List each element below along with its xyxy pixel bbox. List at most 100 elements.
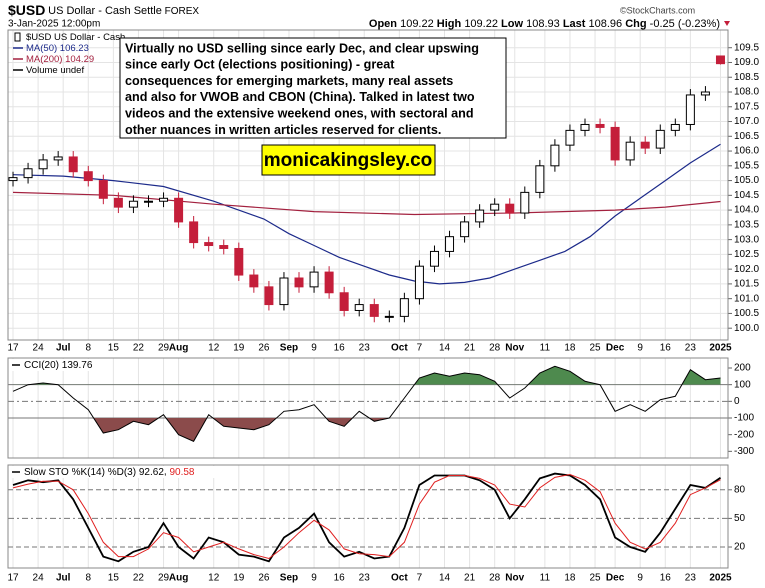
- x-tick-label: Sep: [280, 573, 298, 584]
- x-tick-label: 17: [7, 343, 19, 354]
- open-label: Open: [369, 18, 397, 30]
- x-tick-label: 15: [108, 343, 120, 354]
- indicator-line: [12, 473, 721, 560]
- cci-fill: [28, 366, 721, 385]
- cci-fill: [13, 418, 721, 442]
- x-tick-label: Jul: [56, 573, 71, 584]
- x-tick-label: Jul: [56, 343, 71, 354]
- x-tick-label: 12: [208, 343, 220, 354]
- candle-body: [685, 94, 695, 125]
- candle-body: [490, 203, 500, 211]
- legend-entry: $USD US Dollar - Cash ...: [26, 32, 136, 43]
- y-tick-label: 108.0: [734, 87, 759, 98]
- open-value: 109.22: [400, 18, 434, 30]
- chg-value: -0.25: [650, 18, 675, 30]
- candle-body: [83, 171, 93, 182]
- candle-body: [625, 141, 635, 161]
- candle-body: [655, 129, 665, 149]
- x-tick-label: 2025: [709, 343, 732, 354]
- candle-body: [700, 91, 710, 96]
- annotation-box: [119, 37, 507, 139]
- candle-body: [595, 123, 605, 128]
- x-tick-label: 9: [311, 573, 317, 584]
- candle-body: [189, 221, 199, 244]
- high-label: High: [437, 18, 462, 30]
- x-tick-label: 16: [334, 573, 346, 584]
- y-tick-label: 103.0: [734, 234, 759, 245]
- y-tick-label: 101.0: [734, 293, 759, 304]
- y-tick-label: -300: [734, 446, 754, 457]
- candle-body: [520, 191, 530, 214]
- exchange: FOREX: [165, 6, 200, 17]
- panel-title-bg: [9, 359, 95, 371]
- candle-body: [219, 245, 229, 249]
- candle-body: [580, 123, 590, 131]
- y-tick-label: 80: [734, 484, 746, 495]
- x-tick-label: Aug: [169, 573, 188, 584]
- x-tick-label: 18: [564, 573, 576, 584]
- x-tick-label: 23: [685, 573, 697, 584]
- y-tick-label: -200: [734, 429, 754, 440]
- candle-body: [234, 247, 244, 276]
- legend-value: 106.23: [60, 43, 89, 54]
- candle-body: [204, 242, 214, 247]
- candle-body: [414, 265, 424, 300]
- x-tick-label: 23: [685, 343, 697, 354]
- annotation-text: videos and the extensive weekend ones, w…: [125, 107, 474, 121]
- y-tick-label: 100: [734, 379, 751, 390]
- candle-body: [159, 197, 169, 202]
- site-text: monicakingsley.co: [264, 150, 433, 171]
- candle-body: [324, 271, 334, 294]
- low-label: Low: [501, 18, 523, 30]
- candle-body: [550, 144, 560, 167]
- last-value: 108.96: [589, 18, 623, 30]
- x-tick-label: 7: [417, 343, 423, 354]
- candle-body: [38, 159, 48, 170]
- x-tick-label: 26: [258, 343, 270, 354]
- candle-body: [715, 55, 725, 65]
- candle-body: [670, 123, 680, 131]
- x-tick-label: 23: [359, 573, 371, 584]
- site-box: [261, 144, 436, 176]
- y-tick-label: 104.5: [734, 190, 759, 201]
- candle-body: [505, 203, 515, 214]
- instrument-name: US Dollar - Cash Settle: [48, 5, 162, 17]
- y-tick-label: 200: [734, 363, 751, 374]
- x-tick-label: 22: [133, 573, 145, 584]
- x-tick-label: 11: [540, 343, 551, 354]
- y-tick-label: 0: [734, 396, 740, 407]
- candle-body: [445, 236, 455, 252]
- chg-label: Chg: [625, 18, 646, 30]
- x-tick-label: 28: [489, 343, 501, 354]
- x-tick-label: Oct: [391, 343, 408, 354]
- high-value: 109.22: [464, 18, 498, 30]
- x-tick-label: Nov: [505, 573, 524, 584]
- x-tick-label: 9: [637, 343, 643, 354]
- down-arrow: [724, 21, 730, 26]
- annotation-text: Virtually no USD selling since early Dec…: [125, 41, 479, 55]
- annotation-text: since early Oct (elections positioning) …: [125, 58, 395, 72]
- legend-entry: MA(200) 104.29: [26, 54, 94, 65]
- indicator-line: [12, 472, 722, 563]
- candle-body: [475, 209, 485, 223]
- y-tick-label: 103.5: [734, 219, 759, 230]
- legend-swatch: [14, 32, 21, 42]
- candle-body: [384, 315, 394, 318]
- low-value: 108.93: [526, 18, 560, 30]
- candle-body: [279, 277, 289, 306]
- panel-title-value: 92.62: [139, 467, 164, 478]
- moving-average: [12, 143, 721, 285]
- watermark: ©StockCharts.com: [620, 5, 695, 15]
- candle-body: [8, 177, 18, 182]
- legend-entry: Volume undef: [26, 65, 84, 76]
- panel-title-bg: [9, 466, 219, 478]
- x-tick-label: 24: [33, 343, 45, 354]
- x-tick-label: 24: [33, 573, 45, 584]
- x-tick-label: Sep: [280, 343, 298, 354]
- panel-title-name: Slow STO %K(14) %D(3): [24, 467, 136, 478]
- y-tick-label: 109.5: [734, 42, 759, 53]
- annotation-text: other nuances in written articles reserv…: [125, 123, 441, 137]
- candle-body: [113, 197, 123, 208]
- candle-body: [309, 271, 319, 288]
- x-tick-label: 19: [233, 343, 245, 354]
